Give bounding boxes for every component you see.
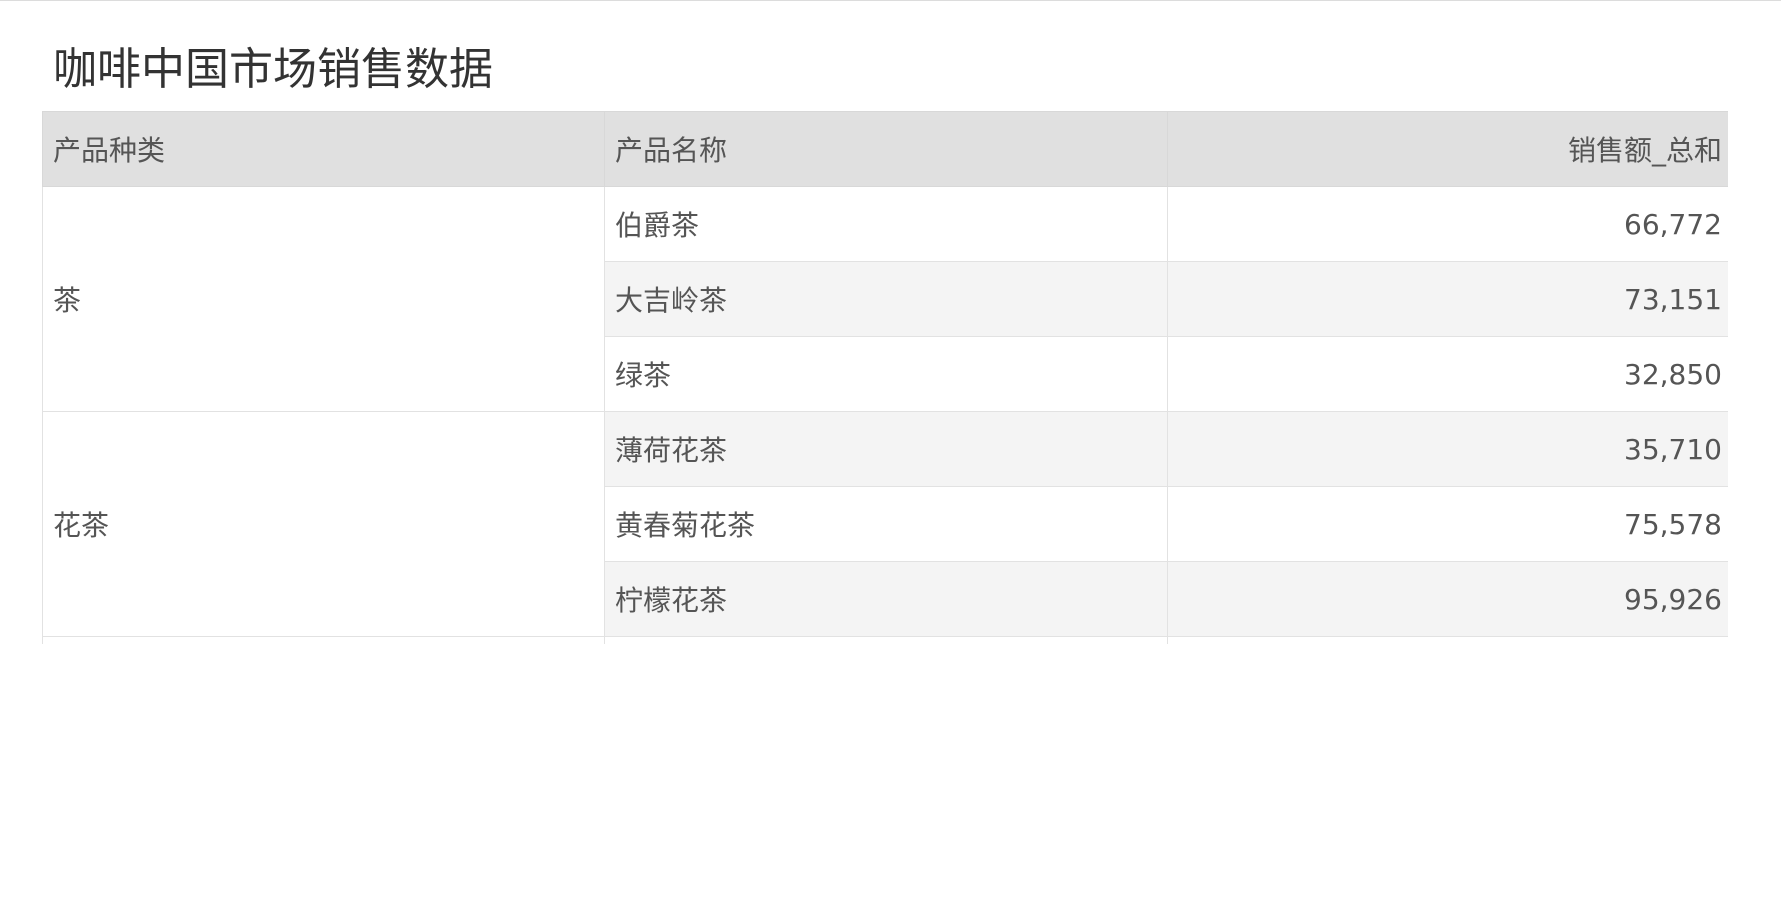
page-title: 咖啡中国市场销售数据 <box>53 44 493 95</box>
product-name-cell: 大吉岭茶 <box>604 261 1168 337</box>
table-row: 柠檬花茶 95,926 <box>43 561 1728 637</box>
table-header-row: 产品种类 产品名称 销售额_总和 <box>42 111 1728 187</box>
category-cell: 花茶 <box>42 411 605 637</box>
product-name-cell: 伯爵茶 <box>604 186 1168 262</box>
table-row: 大吉岭茶 73,151 <box>43 261 1728 337</box>
sales-cell: 32,850 <box>1167 336 1728 412</box>
empty-cell <box>42 636 605 644</box>
table-row: 茶 伯爵茶 66,772 <box>42 186 1728 412</box>
top-divider <box>0 0 1781 1</box>
sales-cell: 95,926 <box>1167 561 1728 637</box>
sales-table: 产品种类 产品名称 销售额_总和 茶 伯爵茶 66,772 大吉岭茶 73,15… <box>42 111 1728 644</box>
product-name-cell: 薄荷花茶 <box>604 411 1168 487</box>
header-category[interactable]: 产品种类 <box>42 111 605 187</box>
product-name-cell: 黄春菊花茶 <box>604 486 1168 562</box>
sales-cell: 73,151 <box>1167 261 1728 337</box>
product-name-cell: 柠檬花茶 <box>604 561 1168 637</box>
sales-table-container[interactable]: 产品种类 产品名称 销售额_总和 茶 伯爵茶 66,772 大吉岭茶 73,15… <box>42 111 1728 644</box>
table-row: 绿茶 32,850 <box>43 336 1728 412</box>
product-name-cell: 绿茶 <box>604 336 1168 412</box>
header-sales-total[interactable]: 销售额_总和 <box>1167 111 1728 187</box>
table-row-partial <box>42 636 1728 644</box>
table-row: 黄春菊花茶 75,578 <box>43 486 1728 562</box>
header-product-name[interactable]: 产品名称 <box>604 111 1168 187</box>
sales-cell: 35,710 <box>1167 411 1728 487</box>
empty-cell <box>604 636 1168 644</box>
sales-cell: 66,772 <box>1167 186 1728 262</box>
category-cell: 茶 <box>42 186 605 412</box>
table-row: 花茶 薄荷花茶 35,710 <box>42 411 1728 637</box>
empty-cell <box>1167 636 1728 644</box>
sales-cell: 75,578 <box>1167 486 1728 562</box>
